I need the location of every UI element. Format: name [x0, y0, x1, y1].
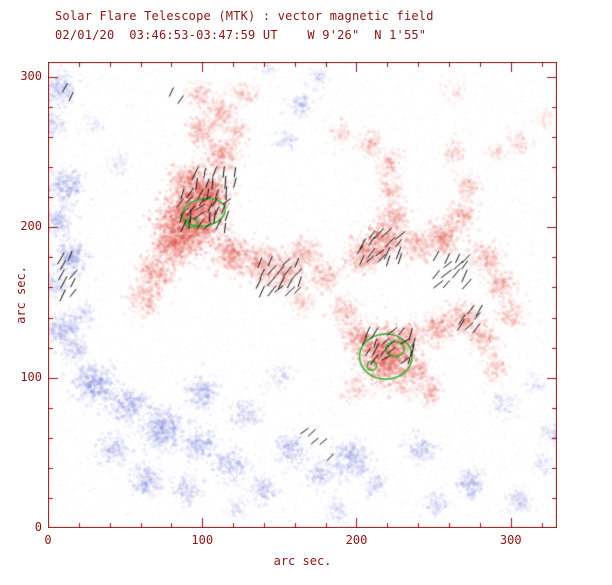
x-tick-label: 100 [191, 533, 214, 547]
x-axis-label: arc sec. [273, 554, 332, 568]
x-tick-label: 0 [44, 533, 52, 547]
plot-subtitle: 02/01/20 03:46:53-03:47:59 UT W 9'26" N … [55, 28, 427, 42]
x-tick-label: 300 [499, 533, 522, 547]
y-tick-label: 300 [20, 69, 42, 84]
magnetogram-canvas [48, 62, 557, 528]
y-tick-label: 200 [20, 219, 42, 234]
y-tick-label: 0 [34, 520, 42, 534]
x-tick-label: 200 [345, 533, 368, 547]
y-axis-label: arc sec. [14, 266, 28, 324]
plot-title: Solar Flare Telescope (MTK) : vector mag… [55, 9, 434, 23]
y-tick-label: 100 [20, 369, 42, 384]
